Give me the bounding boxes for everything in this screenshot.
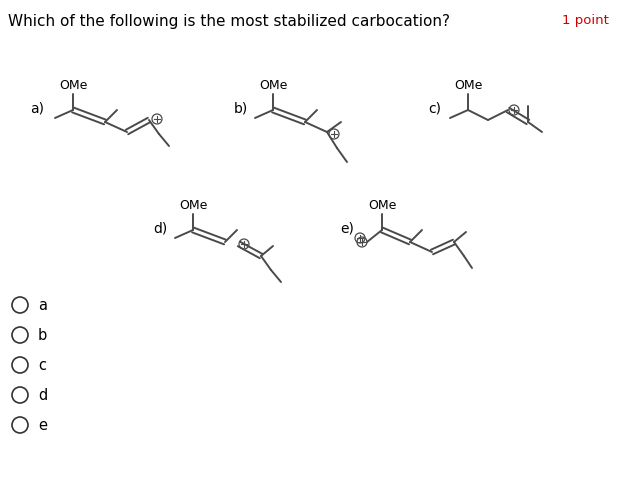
Text: d): d): [153, 221, 167, 235]
Text: OMe: OMe: [59, 79, 87, 92]
Text: a): a): [30, 101, 44, 115]
Text: OMe: OMe: [259, 79, 287, 92]
Text: c: c: [38, 358, 46, 373]
Text: Which of the following is the most stabilized carbocation?: Which of the following is the most stabi…: [8, 14, 450, 29]
Text: a: a: [38, 298, 47, 313]
Text: OMe: OMe: [368, 199, 396, 212]
Text: b): b): [234, 101, 248, 115]
Text: e: e: [38, 417, 47, 432]
Text: OMe: OMe: [454, 79, 482, 92]
Text: b: b: [38, 328, 48, 343]
Text: d: d: [38, 387, 48, 402]
Text: e): e): [340, 221, 354, 235]
Text: 1 point: 1 point: [562, 14, 609, 27]
Text: c): c): [428, 101, 441, 115]
Text: OMe: OMe: [179, 199, 207, 212]
